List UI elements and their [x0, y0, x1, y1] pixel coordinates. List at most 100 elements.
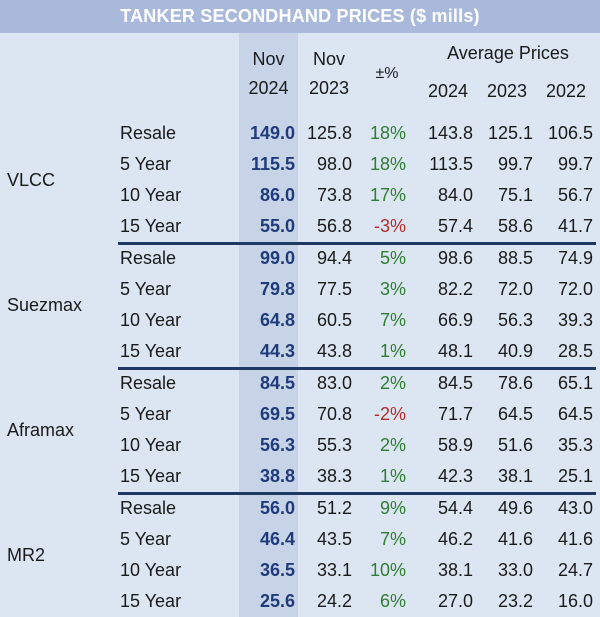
avg2023-value: 51.6	[497, 435, 533, 455]
header-change: ±%	[375, 65, 399, 82]
avg2022-value: 64.5	[557, 404, 593, 424]
nov2023-value: 33.1	[316, 560, 352, 580]
nov2024-value: 38.8	[259, 466, 295, 486]
nov2023-value: 73.8	[316, 185, 352, 205]
avg2024-value: 71.7	[437, 404, 473, 424]
avg2022-value: 99.7	[557, 154, 593, 174]
avg2023-value: 78.6	[497, 373, 533, 393]
avg2024-value: 84.5	[437, 373, 473, 393]
vessel-class-label: MR2	[7, 545, 46, 565]
header-year-2023: 2023	[486, 81, 528, 101]
change-value: 5%	[379, 248, 406, 268]
vessel-age-label: 10 Year	[120, 560, 182, 580]
nov2023-value: 60.5	[316, 310, 352, 330]
change-value: 18%	[369, 154, 406, 174]
nov2024-value: 69.5	[259, 404, 295, 424]
avg2022-value: 28.5	[557, 341, 593, 361]
avg2024-value: 58.9	[437, 435, 473, 455]
header-year-2024: 2024	[427, 81, 469, 101]
nov2024-value: 84.5	[259, 373, 295, 393]
avg2024-value: 27.0	[437, 591, 473, 611]
nov2023-value: 55.3	[316, 435, 352, 455]
nov2023-value: 51.2	[316, 498, 352, 518]
vessel-class-label: Suezmax	[7, 295, 83, 315]
group-separator	[118, 367, 596, 370]
change-value: -2%	[373, 404, 406, 424]
change-value: 6%	[379, 591, 406, 611]
nov2024-value: 79.8	[259, 279, 295, 299]
header-nov2024-month: Nov	[252, 49, 285, 69]
change-value: 3%	[379, 279, 406, 299]
nov2024-value: 25.6	[259, 591, 295, 611]
nov2024-value: 99.0	[259, 248, 295, 268]
vessel-age-label: 5 Year	[120, 279, 172, 299]
header-year-2022: 2022	[545, 81, 587, 101]
nov2023-value: 70.8	[316, 404, 352, 424]
header-nov2023-month: Nov	[312, 49, 345, 69]
change-value: 9%	[379, 498, 406, 518]
avg2024-value: 42.3	[437, 466, 473, 486]
group-separator	[118, 492, 596, 495]
vessel-age-label: 15 Year	[120, 216, 182, 236]
nov2023-value: 83.0	[316, 373, 352, 393]
nov2023-value: 38.3	[316, 466, 352, 486]
table-background	[0, 33, 600, 617]
avg2022-value: 43.0	[557, 498, 593, 518]
nov2023-value: 24.2	[316, 591, 352, 611]
nov2024-value: 115.5	[250, 154, 295, 174]
vessel-age-label: Resale	[120, 248, 177, 268]
change-value: 7%	[379, 529, 406, 549]
vessel-age-label: 5 Year	[120, 154, 172, 174]
vessel-class-label: Aframax	[7, 420, 75, 440]
avg2022-value: 25.1	[557, 466, 593, 486]
avg2023-value: 49.6	[497, 498, 533, 518]
nov2024-value: 46.4	[259, 529, 295, 549]
nov2023-value: 98.0	[316, 154, 352, 174]
avg2023-value: 99.7	[497, 154, 533, 174]
nov2024-value: 44.3	[259, 341, 295, 361]
avg2023-value: 64.5	[497, 404, 533, 424]
avg2024-value: 84.0	[437, 185, 473, 205]
nov2023-value: 94.4	[316, 248, 352, 268]
avg2024-value: 38.1	[437, 560, 473, 580]
nov2024-value: 56.0	[259, 498, 295, 518]
nov2023-value: 43.5	[316, 529, 352, 549]
avg2023-value: 56.3	[497, 310, 533, 330]
avg2023-value: 40.9	[497, 341, 533, 361]
avg2022-value: 72.0	[557, 279, 593, 299]
avg2022-value: 39.3	[557, 310, 593, 330]
avg2022-value: 41.6	[557, 529, 593, 549]
vessel-age-label: 15 Year	[120, 591, 182, 611]
avg2022-value: 106.5	[547, 123, 593, 143]
avg2022-value: 24.7	[557, 560, 593, 580]
vessel-age-label: 10 Year	[120, 185, 182, 205]
change-value: 17%	[369, 185, 406, 205]
avg2024-value: 57.4	[437, 216, 473, 236]
vessel-class-label: VLCC	[7, 170, 56, 190]
vessel-age-label: 5 Year	[120, 404, 172, 424]
avg2022-value: 65.1	[557, 373, 593, 393]
change-value: -3%	[373, 216, 406, 236]
change-value: 2%	[379, 435, 406, 455]
nov2023-value: 125.8	[306, 123, 352, 143]
header-nov2024-year: 2024	[248, 78, 289, 98]
vessel-age-label: 10 Year	[120, 435, 182, 455]
avg2023-value: 88.5	[497, 248, 533, 268]
avg2023-value: 33.0	[497, 560, 533, 580]
avg2022-value: 56.7	[557, 185, 593, 205]
avg2024-value: 48.1	[437, 341, 473, 361]
nov2023-value: 43.8	[316, 341, 352, 361]
header-nov2023-year: 2023	[308, 78, 350, 98]
change-value: 7%	[379, 310, 406, 330]
vessel-age-label: Resale	[120, 498, 177, 518]
nov2024-value: 55.0	[259, 216, 295, 236]
avg2023-value: 125.1	[487, 123, 533, 143]
nov2023-value: 56.8	[316, 216, 352, 236]
vessel-age-label: Resale	[120, 123, 177, 143]
nov2024-value: 64.8	[259, 310, 295, 330]
change-value: 10%	[369, 560, 406, 580]
avg2024-value: 66.9	[437, 310, 473, 330]
avg2022-value: 35.3	[557, 435, 593, 455]
avg2022-value: 74.9	[557, 248, 593, 268]
avg2024-value: 82.2	[437, 279, 473, 299]
